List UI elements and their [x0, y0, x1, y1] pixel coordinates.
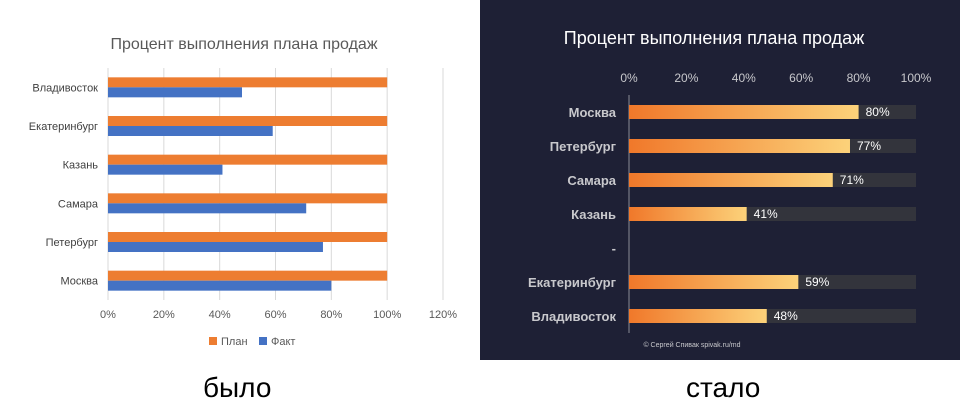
data-label: 41%	[754, 207, 778, 221]
bar-plan	[108, 154, 388, 165]
bar-plan	[108, 232, 388, 242]
after-chart-svg: Процент выполнения плана продаж 0% 20% 40% 6…	[480, 0, 960, 360]
chart-background	[0, 0, 470, 360]
x-tick-label: 100%	[901, 71, 932, 85]
x-tick-label: 120%	[429, 309, 457, 321]
category-label: Владивосток	[531, 309, 616, 324]
bar-fact	[629, 207, 747, 221]
bar-fact	[108, 203, 307, 214]
data-label: 71%	[840, 173, 864, 187]
x-tick-label: 0%	[100, 309, 116, 321]
category-label: Екатеринбург	[29, 121, 98, 133]
bar-fact	[629, 105, 859, 119]
x-tick-label: 0%	[620, 71, 638, 85]
legend-swatch	[209, 337, 217, 345]
bar-fact	[108, 280, 332, 291]
bar-fact	[108, 87, 242, 98]
data-label: 80%	[866, 105, 890, 119]
category-label: -	[612, 241, 616, 256]
caption-after: стало	[686, 372, 761, 403]
category-label: Москва	[60, 276, 98, 288]
bar-fact	[629, 309, 767, 323]
credit-text: © Сергей Спивак spivak.ru/md	[643, 341, 740, 349]
category-label: Самара	[567, 173, 616, 188]
category-label: Самара	[58, 198, 99, 210]
bar-fact	[629, 275, 799, 289]
x-tick-label: 80%	[320, 309, 342, 321]
category-label: Москва	[569, 105, 617, 120]
x-tick-label: 60%	[789, 71, 813, 85]
category-label: Петербург	[550, 139, 617, 154]
bar-plan	[108, 77, 388, 88]
legend-label: План	[221, 336, 248, 348]
x-tick-label: 20%	[153, 309, 175, 321]
bar-plan	[108, 116, 388, 126]
bar-fact	[629, 139, 850, 153]
x-tick-label: 20%	[674, 71, 698, 85]
bar-fact	[108, 164, 223, 175]
before-chart-svg: Процент выполнения плана продаж 0% 20% 40% 6…	[0, 0, 470, 360]
chart-title: Процент выполнения плана продаж	[110, 36, 377, 53]
bar-fact	[108, 242, 323, 252]
legend-swatch	[259, 337, 267, 345]
category-label: Петербург	[46, 237, 98, 249]
x-tick-label: 60%	[264, 309, 286, 321]
category-label: Владивосток	[32, 82, 98, 94]
legend-label: Факт	[271, 336, 295, 348]
category-label: Казань	[63, 160, 99, 172]
data-label: 77%	[857, 139, 881, 153]
bar-plan	[108, 270, 388, 281]
bar-fact	[108, 126, 273, 136]
x-tick-label: 40%	[209, 309, 231, 321]
chart-title: Процент выполнения плана продаж	[564, 28, 864, 48]
bar-fact	[629, 173, 833, 187]
x-tick-label: 40%	[732, 71, 756, 85]
data-label: 59%	[805, 275, 829, 289]
x-tick-label: 80%	[847, 71, 871, 85]
data-label: 48%	[774, 309, 798, 323]
bar-plan	[108, 193, 388, 204]
category-label: Казань	[571, 207, 616, 222]
category-label: Екатеринбург	[528, 275, 617, 290]
caption-before: было	[203, 372, 272, 403]
after-chart: Процент выполнения плана продаж 0% 20% 40% 6…	[480, 0, 960, 360]
x-tick-label: 100%	[373, 309, 401, 321]
before-chart: Процент выполнения плана продаж 0% 20% 40% 6…	[0, 0, 470, 360]
